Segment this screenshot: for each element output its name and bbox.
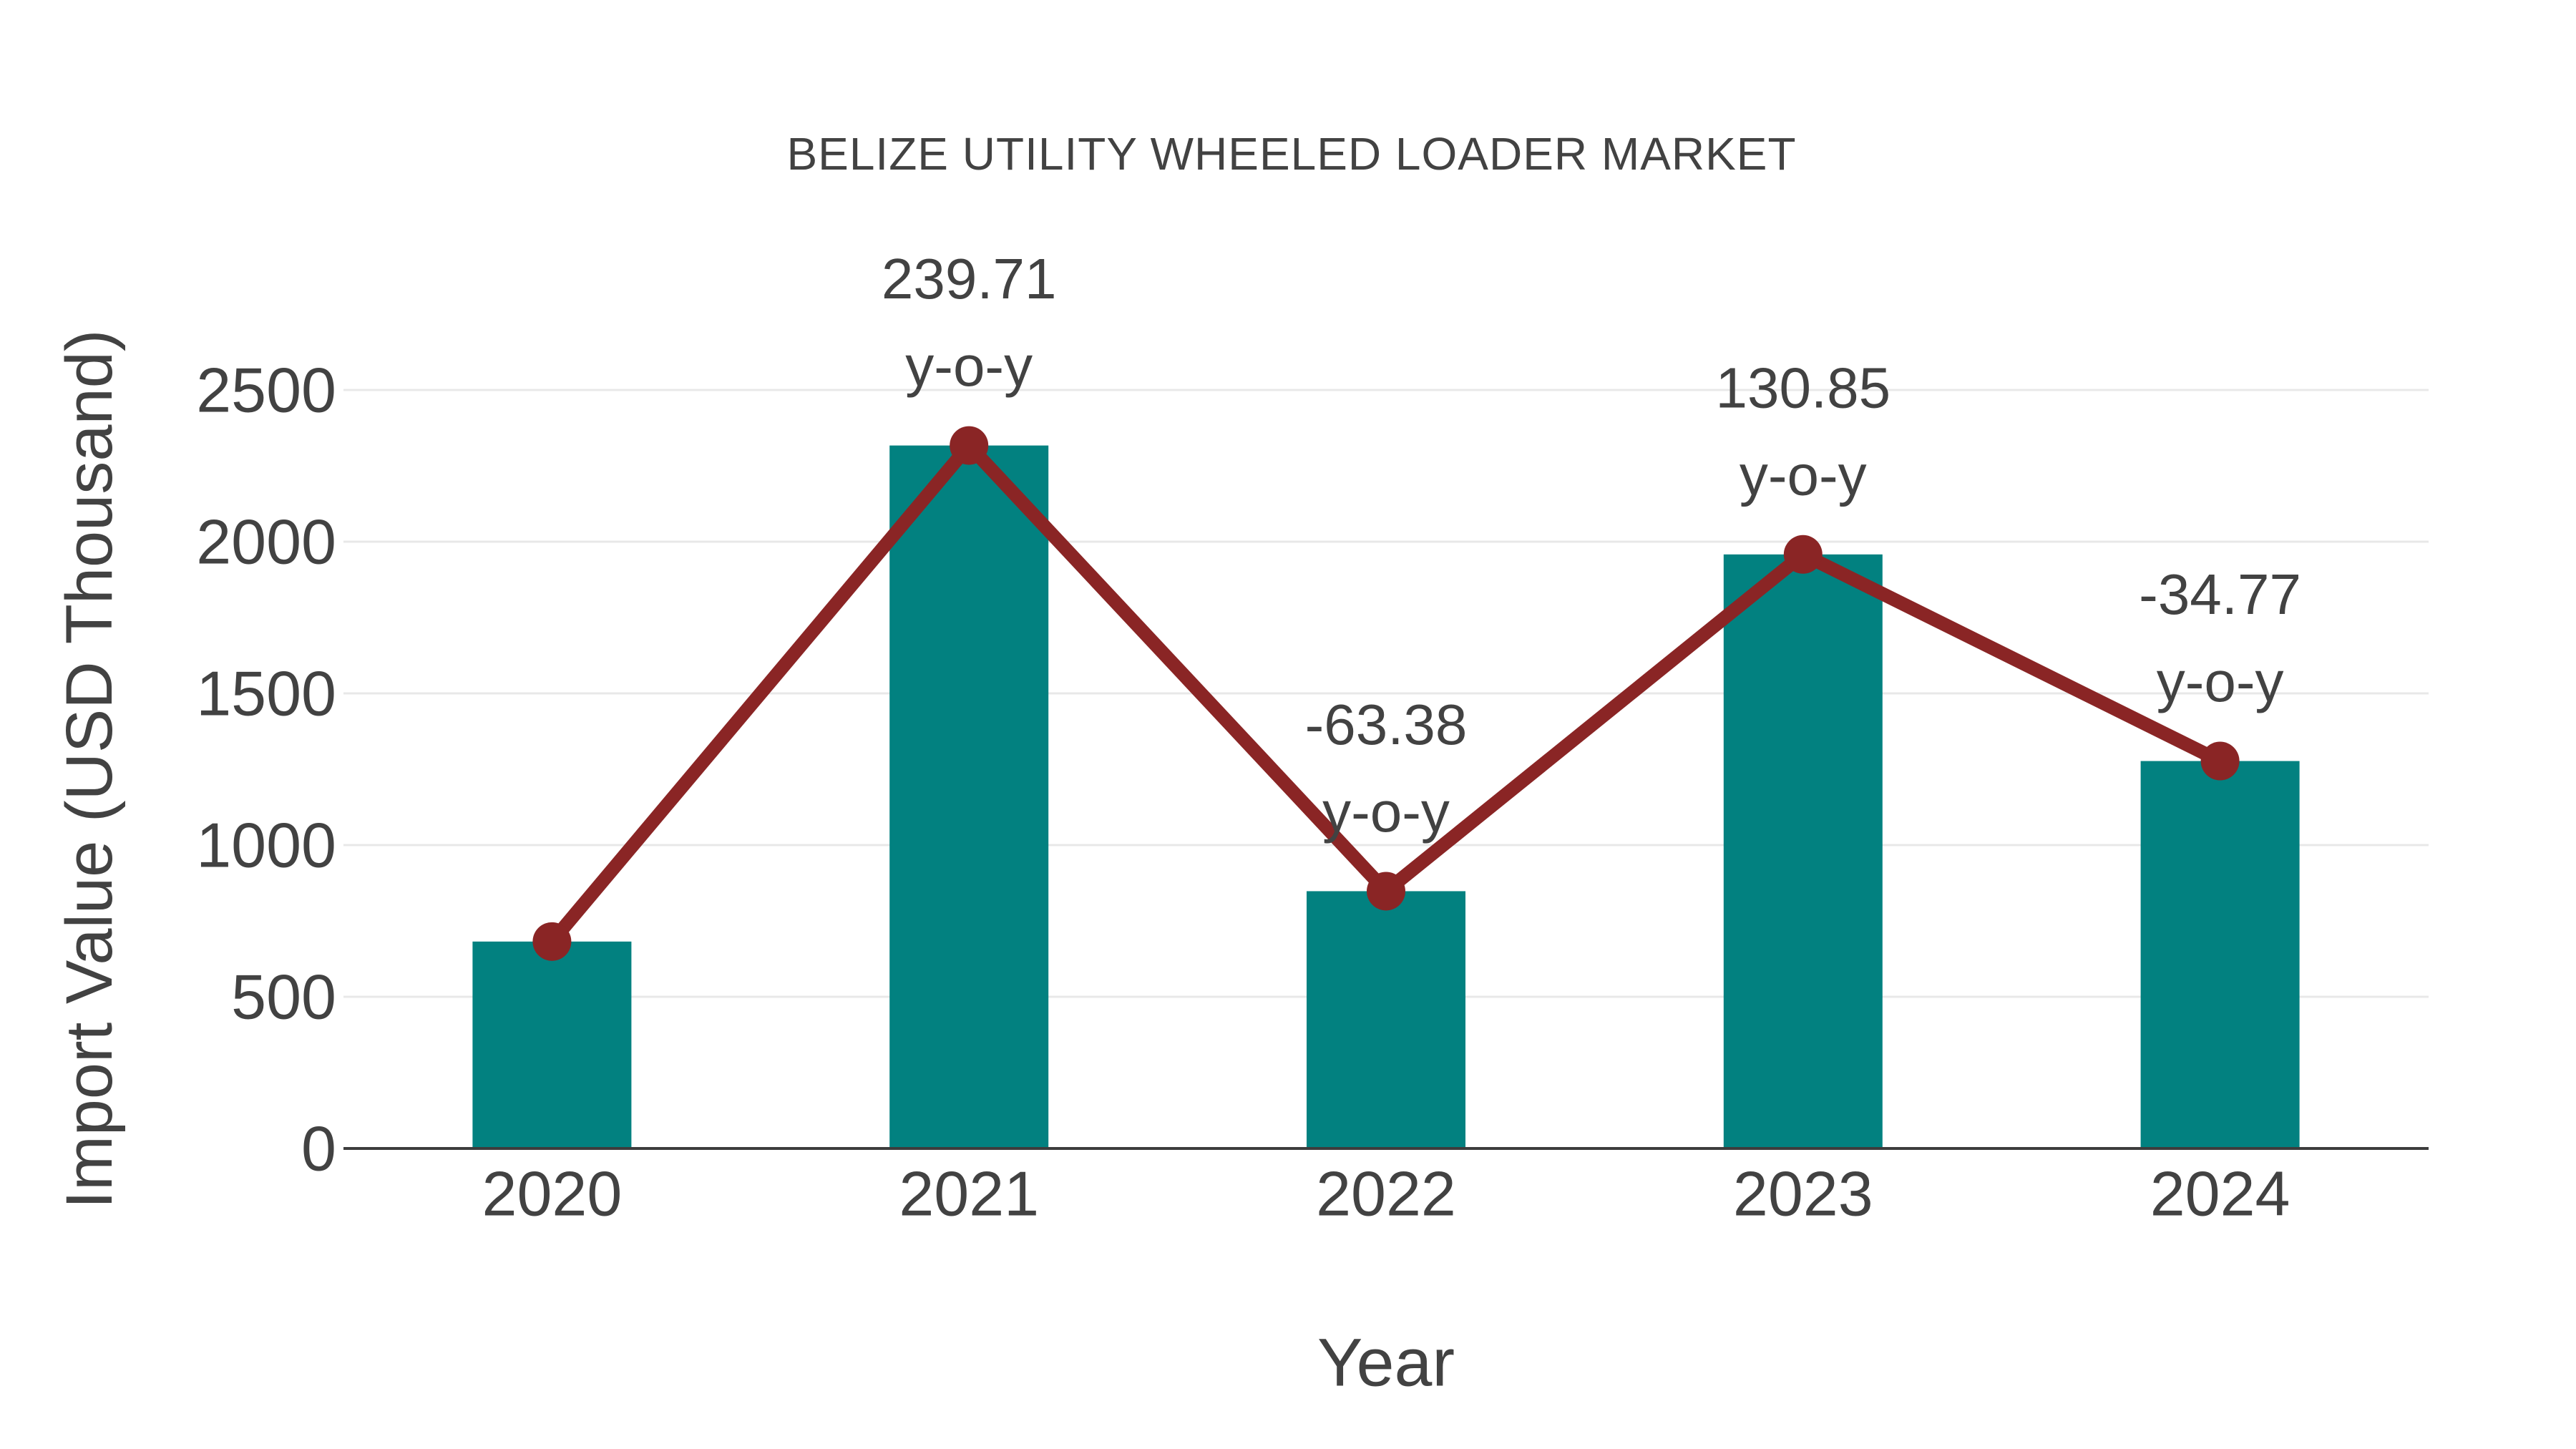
x-tick-label-2023: 2023 — [1733, 1158, 1873, 1229]
yoy-marker-2022 — [1367, 872, 1405, 911]
bar-2021 — [889, 445, 1049, 1148]
bar-2020 — [472, 941, 632, 1148]
yoy-marker-2021 — [950, 426, 989, 465]
chart-title: BELIZE UTILITY WHEELED LOADER MARKET — [786, 128, 1797, 180]
y-axis-title: Import Value (USD Thousand) — [53, 329, 126, 1209]
y-tick-label-0: 0 — [301, 1113, 336, 1184]
yoy-value-label-2023: 130.85 — [1715, 356, 1890, 419]
yoy-value-label-2024: -34.77 — [2139, 562, 2301, 626]
yoy-suffix-label-2023: y-o-y — [1740, 443, 1867, 507]
bar-2022 — [1307, 891, 1465, 1148]
yoy-marker-2024 — [2200, 741, 2240, 781]
bar-2023 — [1723, 554, 1883, 1148]
y-tick-label-1000: 1000 — [196, 810, 336, 881]
y-tick-label-2500: 2500 — [196, 355, 336, 426]
x-tick-label-2020: 2020 — [482, 1158, 623, 1229]
bar-2024 — [2140, 761, 2300, 1148]
y-tick-label-1500: 1500 — [196, 658, 336, 729]
x-tick-label-2022: 2022 — [1316, 1158, 1456, 1229]
yoy-marker-2020 — [532, 922, 572, 961]
yoy-marker-2023 — [1783, 535, 1823, 574]
x-tick-label-2024: 2024 — [2150, 1158, 2290, 1229]
yoy-value-label-2022: -63.38 — [1305, 693, 1468, 756]
y-tick-label-500: 500 — [231, 962, 336, 1033]
yoy-value-label-2021: 239.71 — [882, 247, 1057, 311]
x-tick-label-2021: 2021 — [899, 1158, 1039, 1229]
yoy-suffix-label-2021: y-o-y — [905, 334, 1033, 398]
y-tick-label-2000: 2000 — [196, 507, 336, 577]
yoy-suffix-label-2024: y-o-y — [2157, 650, 2284, 713]
x-axis-title: Year — [1317, 1324, 1455, 1401]
yoy-suffix-label-2022: y-o-y — [1322, 780, 1450, 844]
